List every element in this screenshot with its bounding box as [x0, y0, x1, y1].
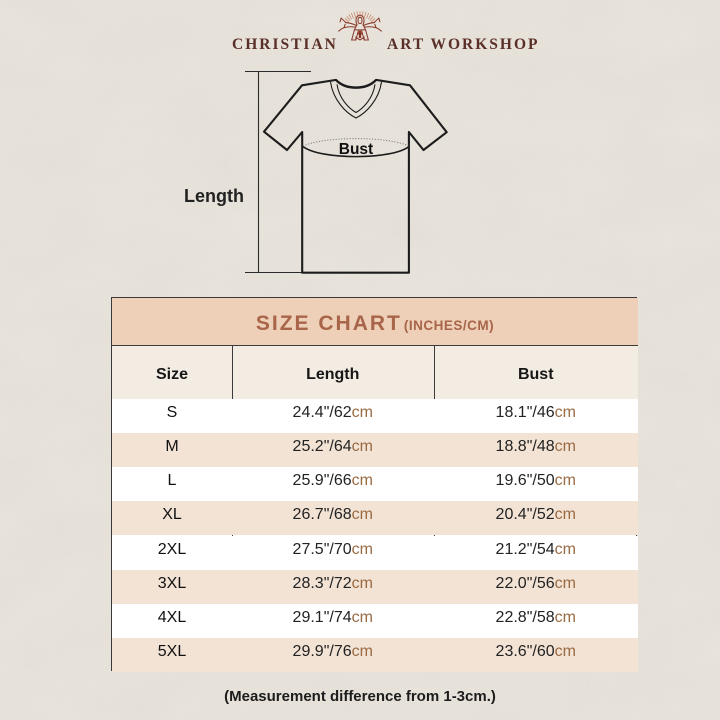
svg-text:Bust: Bust — [339, 141, 373, 158]
svg-text:Length: Length — [184, 186, 244, 206]
